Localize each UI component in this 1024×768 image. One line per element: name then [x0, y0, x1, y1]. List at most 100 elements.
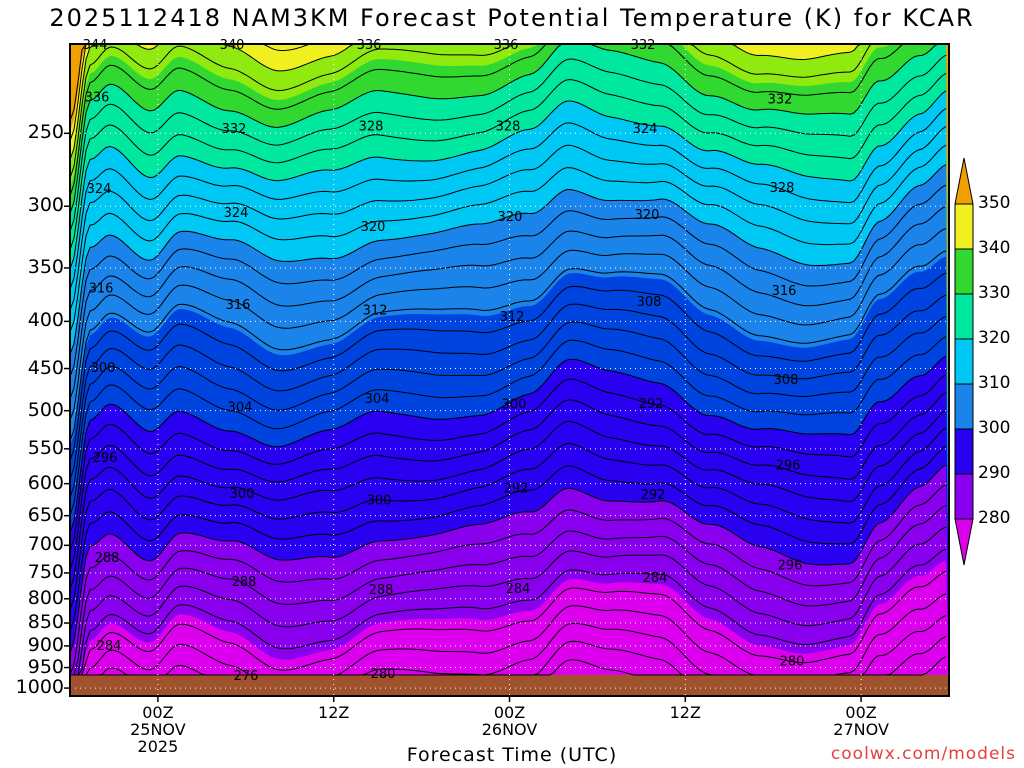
contour-value-label: 308 — [637, 295, 662, 310]
y-tick-label: 850 — [27, 611, 64, 634]
contour-value-label: 296 — [93, 451, 118, 466]
colorbar — [954, 157, 974, 566]
contour-value-label: 316 — [226, 298, 251, 313]
contour-value-label: 280 — [780, 654, 805, 669]
isentrope-line — [70, 427, 947, 610]
colorbar-segment — [954, 473, 974, 520]
y-tick-label: 600 — [27, 471, 64, 494]
gridlines — [70, 44, 949, 696]
colorbar-tick-label: 350 — [978, 193, 1011, 213]
colorbar-segment — [954, 248, 974, 295]
isentrope-line — [70, 44, 946, 179]
colorbar-tick-label: 310 — [978, 373, 1011, 393]
contour-value-label: 328 — [770, 181, 795, 196]
isentrope-line — [70, 548, 947, 676]
colorbar-tick-label: 320 — [978, 328, 1011, 348]
contour-value-label: 344 — [83, 38, 108, 53]
site-credit-link[interactable]: coolwx.com/models — [830, 744, 1016, 764]
colorbar-top-arrow — [954, 157, 974, 205]
x-tick-label: 00Z 26NOV — [481, 703, 538, 739]
x-tick-label: 12Z — [669, 703, 701, 722]
contour-value-label: 300 — [367, 494, 392, 509]
isentrope-line — [70, 294, 947, 480]
y-tick-label: 550 — [27, 436, 64, 459]
isentrope-line — [70, 392, 947, 570]
isentrope-line — [70, 355, 947, 534]
y-tick-label: 250 — [27, 121, 64, 144]
isentrope-line — [70, 250, 947, 442]
contour-value-label: 300 — [230, 487, 255, 502]
isentrope-line — [70, 125, 947, 311]
contour-value-label: 284 — [506, 582, 531, 597]
y-tick-label: 800 — [27, 586, 64, 609]
y-tick-label: 950 — [27, 655, 64, 678]
contour-value-label: 332 — [222, 122, 247, 137]
x-tick-label: 12Z — [318, 703, 350, 722]
colorbar-tick-label: 340 — [978, 238, 1011, 258]
contour-value-label: 316 — [772, 284, 797, 299]
contour-value-label: 288 — [232, 575, 257, 590]
contour-value-label: 324 — [87, 182, 112, 197]
isentrope-line — [70, 144, 947, 333]
contour-value-label: 288 — [369, 583, 394, 598]
contour-value-label: 300 — [502, 397, 527, 412]
isentrope-line — [70, 184, 947, 377]
isentrope-line — [70, 504, 947, 676]
y-tick-label: 350 — [27, 255, 64, 278]
y-tick-label: 1000 — [15, 676, 64, 699]
contour-value-label: 336 — [494, 38, 519, 53]
isentrope-line — [70, 464, 947, 653]
x-tick-label: 00Z 27NOV — [833, 703, 889, 739]
contour-value-label: 304 — [228, 401, 253, 416]
contour-value-label: 280 — [371, 667, 396, 682]
contour-value-label: 312 — [500, 310, 525, 325]
isentrope-line — [70, 44, 946, 161]
contour-value-label: 324 — [633, 122, 658, 137]
contour-value-label: 296 — [778, 558, 803, 573]
contour-value-label: 336 — [357, 38, 382, 53]
isentrope-line — [70, 571, 947, 676]
contour-value-label: 304 — [365, 392, 390, 407]
colorbar-tick-label: 300 — [978, 418, 1011, 438]
isentrope-line — [70, 656, 947, 676]
contour-labels: 344 340 336 336 332 332 336 332 328 328 324 328 324 3… — [83, 38, 805, 684]
isentrope-line — [70, 44, 946, 214]
contour-value-label: 296 — [776, 458, 801, 473]
contour-value-label: 332 — [768, 92, 793, 107]
colorbar-segment — [954, 203, 974, 250]
contour-value-label: 292 — [504, 481, 529, 496]
contour-value-label: 308 — [774, 373, 799, 388]
y-tick-label: 400 — [27, 309, 64, 332]
contour-value-label: 320 — [635, 208, 660, 223]
contour-value-label: 316 — [89, 281, 114, 296]
isentrope-line — [70, 315, 947, 498]
contour-value-label: 336 — [85, 91, 110, 106]
x-tick-label: 00Z 25NOV 2025 — [130, 703, 186, 756]
contour-value-label: 328 — [496, 120, 521, 135]
colorbar-tick-label: 290 — [978, 463, 1011, 483]
colorbar-tick-label: 280 — [978, 508, 1011, 528]
isentrope-line — [70, 526, 947, 676]
isentrope-line — [70, 205, 947, 399]
contour-value-label: 292 — [641, 488, 666, 503]
y-tick-label: 450 — [27, 356, 64, 379]
contour-value-label: 324 — [224, 206, 249, 221]
isentrope-line — [70, 409, 947, 590]
contour-value-label: 288 — [95, 551, 120, 566]
y-tick-label: 750 — [27, 560, 64, 583]
x-axis-label: Forecast Time (UTC) — [406, 744, 618, 766]
y-tick-label: 700 — [27, 533, 64, 556]
isentrope-line — [70, 44, 946, 197]
chart-title: 2025112418 NAM3KM Forecast Potential Tem… — [49, 4, 975, 32]
isentrope-line — [70, 107, 947, 290]
contour-value-label: 300 — [91, 361, 116, 376]
y-tick-label: 300 — [27, 194, 64, 217]
contour-value-label: 292 — [639, 397, 664, 412]
colorbar-tick-label: 330 — [978, 283, 1011, 303]
colorbar-segment — [954, 428, 974, 475]
colorbar-segment — [954, 293, 974, 340]
contour-fill-band — [70, 604, 949, 696]
colorbar-segment — [954, 383, 974, 430]
contour-value-label: 284 — [97, 639, 122, 654]
